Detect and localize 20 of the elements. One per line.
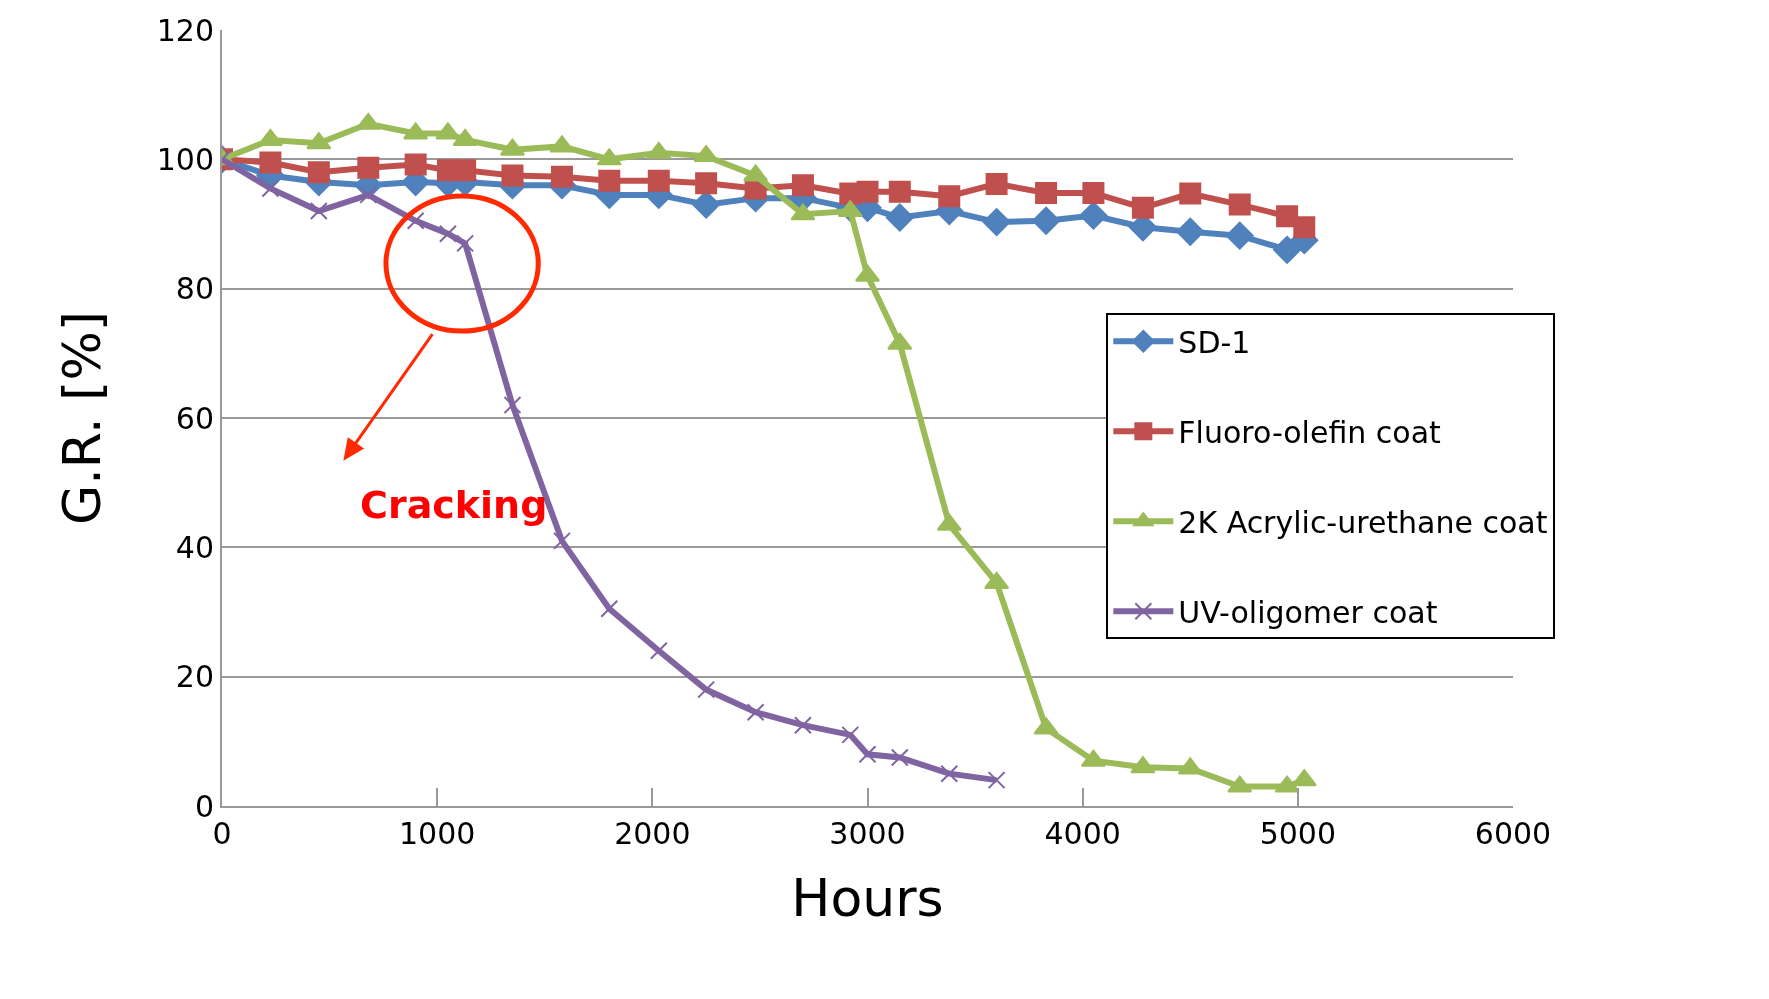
x-tick-label: 3000 [829,816,906,851]
y-axis-title: G.R. [%] [51,310,112,526]
y-tick-label: 100 [156,141,214,177]
legend-label: Fluoro-olefin coat [1178,414,1442,450]
x-tick-label: 2000 [614,816,691,851]
y-tick-label: 120 [156,12,214,48]
y-tick-label: 80 [175,271,214,307]
annotation: Cracking [360,483,548,527]
legend-label: SD-1 [1178,324,1251,360]
y-tick-label: 20 [175,659,214,695]
y-tick-label: 0 [194,788,214,824]
legend-label: UV-oligomer coat [1178,594,1438,630]
legend-label: 2K Acrylic-urethane coat [1178,504,1548,540]
x-tick-label: 1000 [398,816,476,851]
x-tick-label: 5000 [1259,816,1337,851]
x-axis-title: Hours [791,868,944,929]
x-tick-label: 6000 [1474,816,1552,851]
x-tick-label: 4000 [1044,816,1121,851]
y-tick-label: 40 [175,529,214,565]
y-tick-label: 60 [175,400,214,436]
